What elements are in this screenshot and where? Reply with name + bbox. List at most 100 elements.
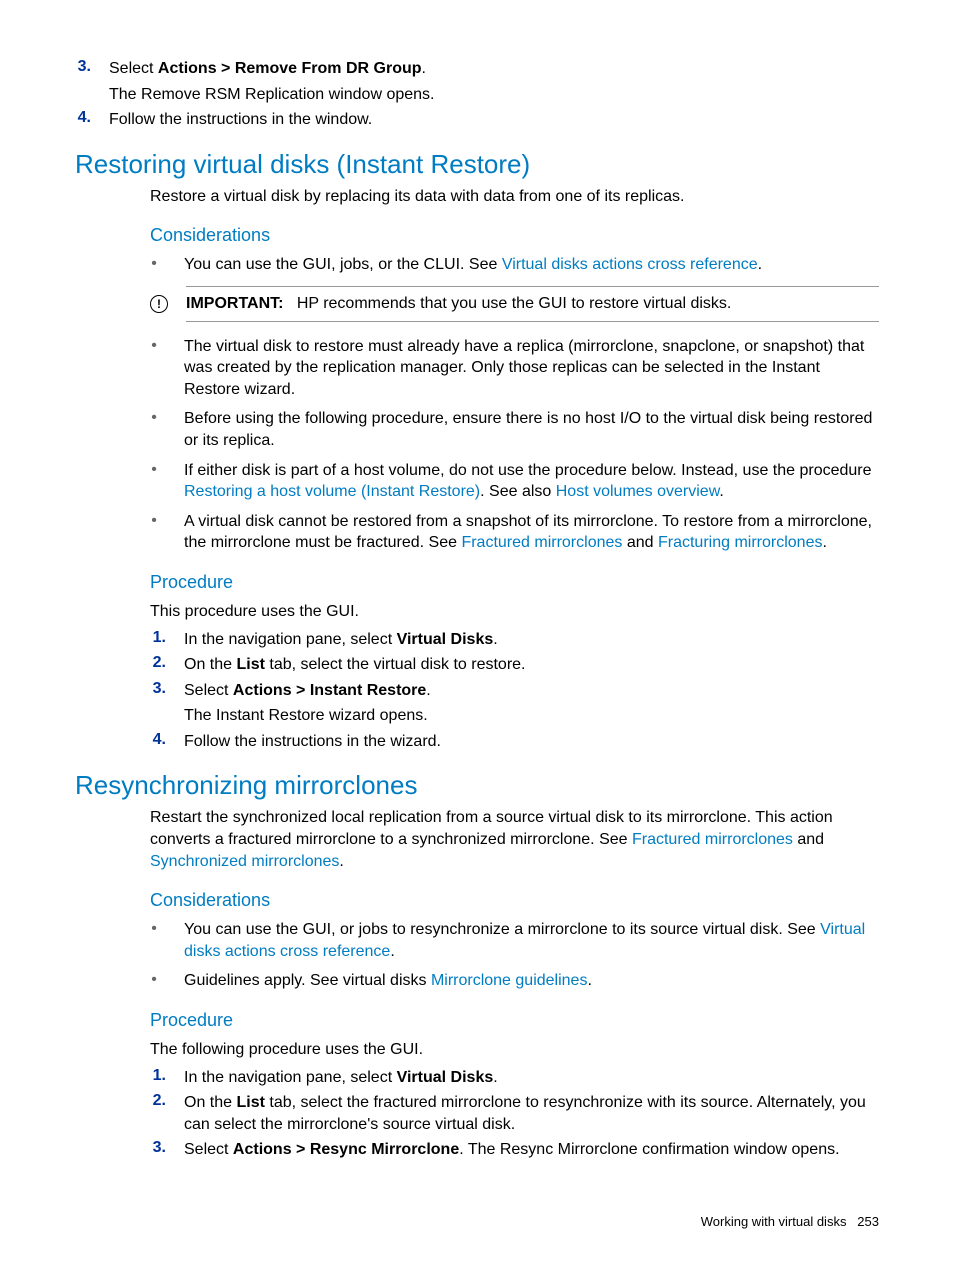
ui-target: Virtual Disks xyxy=(397,1069,494,1086)
text: . xyxy=(822,534,826,551)
step-number: 3. xyxy=(150,1139,166,1161)
procedure-steps: 1. In the navigation pane, select Virtua… xyxy=(150,1067,879,1161)
text: . xyxy=(719,483,723,500)
step-number: 3. xyxy=(150,680,166,727)
section-body: Restart the synchronized local replicati… xyxy=(75,807,879,1161)
text: . xyxy=(390,943,394,960)
page-number: 253 xyxy=(857,1214,879,1229)
step-number: 2. xyxy=(150,1092,166,1135)
text: . xyxy=(758,256,762,273)
list-item-body: Guidelines apply. See virtual disks Mirr… xyxy=(184,970,879,992)
footer-text: Working with virtual disks xyxy=(701,1214,847,1229)
page-footer: Working with virtual disks 253 xyxy=(701,1214,879,1229)
list-item: • If either disk is part of a host volum… xyxy=(150,460,879,503)
link-vd-cross-ref[interactable]: Virtual disks actions cross reference xyxy=(502,256,758,273)
step-body: Select Actions > Remove From DR Group. T… xyxy=(109,58,879,105)
step-body: In the navigation pane, select Virtual D… xyxy=(184,1067,879,1089)
document-page: 3. Select Actions > Remove From DR Group… xyxy=(0,0,954,1271)
text: tab, select the fractured mirrorclone to… xyxy=(184,1094,866,1133)
text: . The Resync Mirrorclone confirmation wi… xyxy=(459,1141,839,1158)
text: Guidelines apply. See virtual disks xyxy=(184,972,431,989)
link-host-volumes-overview[interactable]: Host volumes overview xyxy=(556,483,720,500)
text: In the navigation pane, select xyxy=(184,631,397,648)
list-item-body: The virtual disk to restore must already… xyxy=(184,336,879,401)
list-item-body: A virtual disk cannot be restored from a… xyxy=(184,511,879,554)
link-fractured-mirrorclones[interactable]: Fractured mirrorclones xyxy=(632,831,793,848)
section-intro: Restart the synchronized local replicati… xyxy=(150,807,879,872)
step-3: 3. Select Actions > Instant Restore. The… xyxy=(150,680,879,727)
text: . xyxy=(587,972,591,989)
procedure-intro: This procedure uses the GUI. xyxy=(150,601,879,623)
link-mirrorclone-guidelines[interactable]: Mirrorclone guidelines xyxy=(431,972,588,989)
step-subtext: The Instant Restore wizard opens. xyxy=(184,705,879,727)
list-item: • Before using the following procedure, … xyxy=(150,408,879,451)
step-body: On the List tab, select the virtual disk… xyxy=(184,654,879,676)
step-subtext: The Remove RSM Replication window opens. xyxy=(109,84,879,106)
procedure-heading: Procedure xyxy=(150,572,879,593)
considerations-list: • You can use the GUI, or jobs to resync… xyxy=(150,919,879,992)
list-item: • You can use the GUI, jobs, or the CLUI… xyxy=(150,254,879,276)
step-2: 2. On the List tab, select the virtual d… xyxy=(150,654,879,676)
important-icon: ! xyxy=(150,295,168,313)
step-3: 3. Select Actions > Resync Mirrorclone. … xyxy=(150,1139,879,1161)
bullet-icon: • xyxy=(150,460,158,503)
link-fractured-mirrorclones[interactable]: Fractured mirrorclones xyxy=(461,534,622,551)
text: On the xyxy=(184,1094,236,1111)
text: You can use the GUI, jobs, or the CLUI. … xyxy=(184,256,502,273)
bullet-icon: • xyxy=(150,408,158,451)
bullet-icon: • xyxy=(150,511,158,554)
procedure-steps: 1. In the navigation pane, select Virtua… xyxy=(150,629,879,753)
important-body: HP recommends that you use the GUI to re… xyxy=(297,295,732,312)
bullet-icon: • xyxy=(150,970,158,992)
step-body: Select Actions > Resync Mirrorclone. The… xyxy=(184,1139,879,1161)
text: tab, select the virtual disk to restore. xyxy=(265,656,526,673)
text: . See also xyxy=(480,483,556,500)
step-number: 4. xyxy=(150,731,166,753)
step-1: 1. In the navigation pane, select Virtua… xyxy=(150,629,879,651)
important-callout: ! IMPORTANT: HP recommends that you use … xyxy=(186,286,879,322)
text: If either disk is part of a host volume,… xyxy=(184,462,872,479)
link-fracturing-mirrorclones[interactable]: Fracturing mirrorclones xyxy=(658,534,822,551)
considerations-list: • You can use the GUI, jobs, or the CLUI… xyxy=(150,254,879,276)
list-item: • The virtual disk to restore must alrea… xyxy=(150,336,879,401)
text: On the xyxy=(184,656,236,673)
menu-path: Actions > Instant Restore xyxy=(233,682,426,699)
link-synchronized-mirrorclones[interactable]: Synchronized mirrorclones xyxy=(150,853,339,870)
text: and xyxy=(793,831,824,848)
list-item: • You can use the GUI, or jobs to resync… xyxy=(150,919,879,962)
bullet-icon: • xyxy=(150,919,158,962)
step-body: Follow the instructions in the wizard. xyxy=(184,731,879,753)
link-restoring-host-volume[interactable]: Restoring a host volume (Instant Restore… xyxy=(184,483,480,500)
step-3: 3. Select Actions > Remove From DR Group… xyxy=(75,58,879,105)
list-item-body: If either disk is part of a host volume,… xyxy=(184,460,879,503)
list-item: • A virtual disk cannot be restored from… xyxy=(150,511,879,554)
step-number: 1. xyxy=(150,1067,166,1089)
step-4: 4. Follow the instructions in the window… xyxy=(75,109,879,131)
considerations-heading: Considerations xyxy=(150,890,879,911)
section-body: Restore a virtual disk by replacing its … xyxy=(75,186,879,753)
step-1: 1. In the navigation pane, select Virtua… xyxy=(150,1067,879,1089)
ui-target: Virtual Disks xyxy=(397,631,494,648)
bullet-icon: • xyxy=(150,254,158,276)
procedure-intro: The following procedure uses the GUI. xyxy=(150,1039,879,1061)
text: . xyxy=(493,631,497,648)
text: and xyxy=(622,534,658,551)
menu-path: Actions > Remove From DR Group xyxy=(158,60,422,77)
step-number: 1. xyxy=(150,629,166,651)
considerations-list-2: • The virtual disk to restore must alrea… xyxy=(150,336,879,554)
text: Select xyxy=(184,682,233,699)
section-title-restoring: Restoring virtual disks (Instant Restore… xyxy=(75,149,879,180)
step-4: 4. Follow the instructions in the wizard… xyxy=(150,731,879,753)
text: You can use the GUI, or jobs to resynchr… xyxy=(184,921,820,938)
step-body: In the navigation pane, select Virtual D… xyxy=(184,629,879,651)
text: . xyxy=(339,853,343,870)
important-text: IMPORTANT: HP recommends that you use th… xyxy=(186,293,731,315)
text: Select xyxy=(184,1141,233,1158)
step-body: On the List tab, select the fractured mi… xyxy=(184,1092,879,1135)
text: . xyxy=(426,682,430,699)
ui-target: List xyxy=(236,656,264,673)
bullet-icon: • xyxy=(150,336,158,401)
text: In the navigation pane, select xyxy=(184,1069,397,1086)
step-number: 3. xyxy=(75,58,91,105)
considerations-heading: Considerations xyxy=(150,225,879,246)
